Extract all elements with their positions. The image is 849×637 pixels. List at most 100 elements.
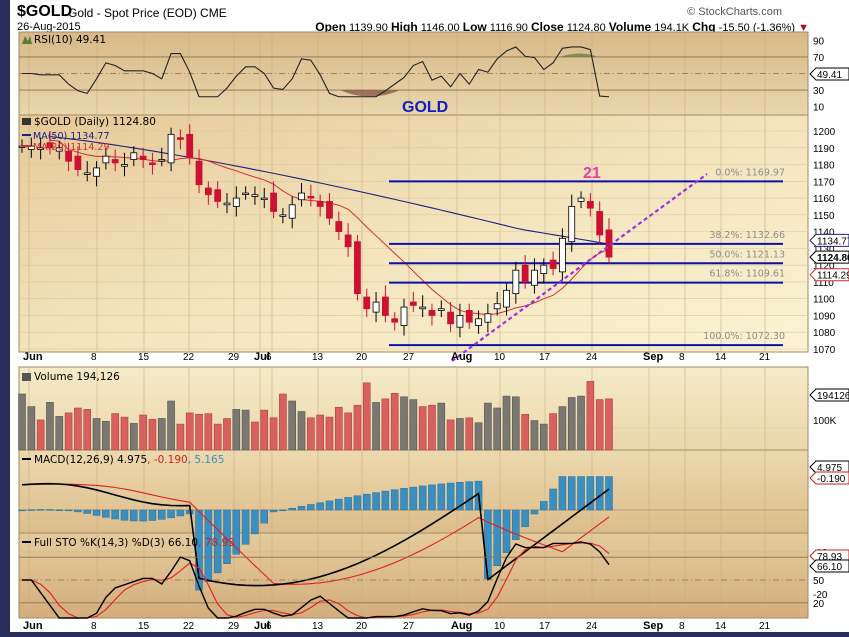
candle <box>214 189 222 202</box>
macd-signal-line <box>21 483 610 585</box>
candle <box>204 187 212 196</box>
price-tick: 1180 <box>813 161 835 172</box>
macd-histogram-bar <box>549 488 557 511</box>
price-tick: 1090 <box>813 311 836 322</box>
x-axis-label: 22 <box>183 352 195 363</box>
volume-bar <box>269 417 278 451</box>
x-axis-label: 20 <box>356 621 368 632</box>
candle <box>428 310 436 316</box>
macd-histogram-bar <box>102 509 110 518</box>
volume-bar <box>372 402 380 451</box>
fib-label: 38.2%: 1132.66 <box>709 230 785 241</box>
candle <box>130 152 138 160</box>
volume-bar <box>18 393 26 451</box>
volume-bar <box>512 396 520 451</box>
macd-histogram-bar <box>512 509 520 540</box>
x-axis-label: Jun <box>23 351 43 363</box>
sto-d-line <box>22 542 610 619</box>
macd-histogram-bar <box>437 483 446 511</box>
volume-bar <box>390 392 399 451</box>
close-value: 1124.80 <box>566 22 606 34</box>
svg-text:10: 10 <box>813 103 825 114</box>
price-tick: 1070 <box>813 345 836 356</box>
price-tick: 1160 <box>813 194 835 205</box>
annotation-gold: GOLD <box>402 99 448 116</box>
macd-histogram-bar <box>64 509 73 512</box>
chg-value: -15.50 (-1.36%) <box>718 22 796 34</box>
macd-histogram-bar <box>446 482 455 511</box>
volume-bar <box>120 416 129 451</box>
svg-text:78.93: 78.93 <box>817 552 842 563</box>
x-axis-label: 20 <box>356 352 368 363</box>
candle <box>335 221 343 233</box>
volume-bar <box>27 406 36 451</box>
macd-histogram-bar <box>362 493 371 511</box>
price-panel <box>18 114 809 353</box>
candle <box>149 162 156 165</box>
x-axis-label: Sep <box>643 351 663 363</box>
volume-bar <box>102 420 110 451</box>
candle <box>111 159 119 164</box>
macd-histogram-bar <box>558 476 567 511</box>
macd-histogram-bar <box>36 509 45 511</box>
macd-histogram-bar <box>344 497 352 511</box>
macd-histogram-bar <box>223 509 231 564</box>
macd-histogram-bar <box>260 509 269 524</box>
candle <box>531 269 538 286</box>
macd-histogram-bar <box>325 500 334 511</box>
price-tick: 1130 <box>813 244 835 255</box>
copyright: © StockCharts.com <box>687 6 782 18</box>
rsi-title: RSI(10) 49.41 <box>34 34 106 46</box>
volume-bar <box>241 409 250 451</box>
candle <box>307 195 315 199</box>
svg-text:1114.29: 1114.29 <box>817 271 849 282</box>
macd-histogram-bar <box>74 509 82 513</box>
volume-bar <box>279 393 287 451</box>
volume-bar <box>539 423 548 451</box>
macd-histogram-bar <box>18 509 26 512</box>
fib-label: 50.0%: 1121.13 <box>709 249 785 260</box>
candle <box>102 155 110 164</box>
candle <box>465 310 473 323</box>
volume-bar <box>400 396 408 451</box>
volume-bar <box>586 381 595 451</box>
macd-histogram-bar <box>139 509 147 522</box>
volume-bar <box>418 406 427 451</box>
symbol: $GOLD <box>17 3 73 20</box>
macd-histogram-bar <box>204 509 213 582</box>
volume-bar <box>83 409 92 451</box>
candle <box>512 269 520 295</box>
candle <box>270 192 277 212</box>
macd-value-tag <box>809 460 849 474</box>
open-value: 1139.90 <box>348 22 388 34</box>
svg-text:49.41: 49.41 <box>817 70 842 81</box>
svg-text:100K: 100K <box>813 416 837 427</box>
ma50-value-tag <box>809 233 849 247</box>
price-tick: 1200 <box>813 127 836 138</box>
volume-bar <box>428 404 436 451</box>
volume-bar <box>55 416 64 451</box>
volume-bar <box>74 407 82 451</box>
macd-histogram-bar <box>297 506 306 511</box>
candle <box>195 160 203 186</box>
sto-k-line <box>22 541 610 619</box>
volume-bar <box>213 423 222 451</box>
candle <box>559 237 566 273</box>
volume-bar <box>446 419 455 451</box>
candle <box>419 306 427 310</box>
annotation-21: 21 <box>583 165 601 182</box>
volume-bar <box>344 412 352 451</box>
x-axis-label: 14 <box>715 621 727 632</box>
candle <box>316 201 324 207</box>
close-value-tag <box>809 250 849 264</box>
volume-bar <box>334 406 343 451</box>
down-arrow-icon: ▼ <box>798 22 809 34</box>
low-label: Low <box>462 20 487 34</box>
macd-histogram-bar <box>130 509 138 522</box>
candle <box>493 303 501 310</box>
volume-bar <box>307 417 315 451</box>
x-axis-label: Aug <box>451 620 472 632</box>
candle <box>158 159 166 162</box>
candle <box>484 313 492 323</box>
